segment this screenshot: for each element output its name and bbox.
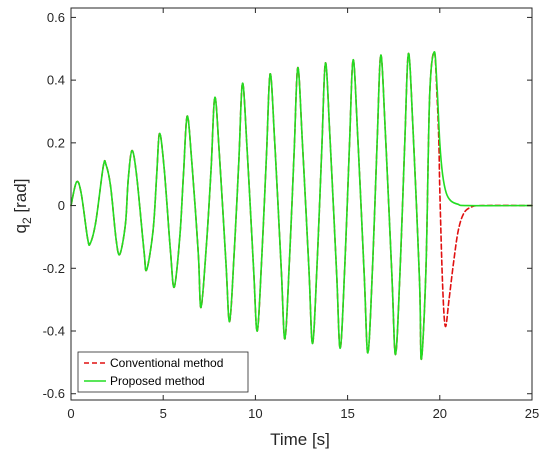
legend-label-proposed: Proposed method xyxy=(110,374,205,388)
x-tick-label: 10 xyxy=(248,406,262,421)
x-tick-label: 20 xyxy=(433,406,447,421)
x-tick-label: 25 xyxy=(525,406,539,421)
x-axis: 0 5 10 15 20 25 xyxy=(67,8,539,421)
y-axis: -0.6 -0.4 -0.2 0 0.2 0.4 0.6 xyxy=(43,10,532,401)
legend-label-conventional: Conventional method xyxy=(110,356,223,370)
y-tick-label: -0.4 xyxy=(43,324,65,339)
x-axis-title: Time [s] xyxy=(270,430,330,449)
y-tick-label: -0.2 xyxy=(43,261,65,276)
y-tick-label: 0.6 xyxy=(47,10,65,25)
y-axis-title: q2 [rad] xyxy=(11,179,34,234)
series-line-proposed xyxy=(70,51,533,361)
y-axis-title-unit: [rad] xyxy=(11,179,30,218)
legend-box xyxy=(77,351,249,393)
y-tick-label: -0.6 xyxy=(43,386,65,401)
x-tick-label: 0 xyxy=(67,406,74,421)
axes-frame xyxy=(70,7,533,401)
y-axis-title-subscript: 2 xyxy=(20,217,34,224)
y-tick-label: 0.2 xyxy=(47,135,65,150)
x-tick-label: 15 xyxy=(340,406,354,421)
y-axis-title-symbol: q xyxy=(11,224,30,233)
series-layer xyxy=(70,51,533,361)
x-tick-label: 5 xyxy=(160,406,167,421)
y-tick-label: 0.4 xyxy=(47,73,65,88)
legend: Conventional method Proposed method xyxy=(77,351,249,393)
y-tick-label: 0 xyxy=(58,198,65,213)
